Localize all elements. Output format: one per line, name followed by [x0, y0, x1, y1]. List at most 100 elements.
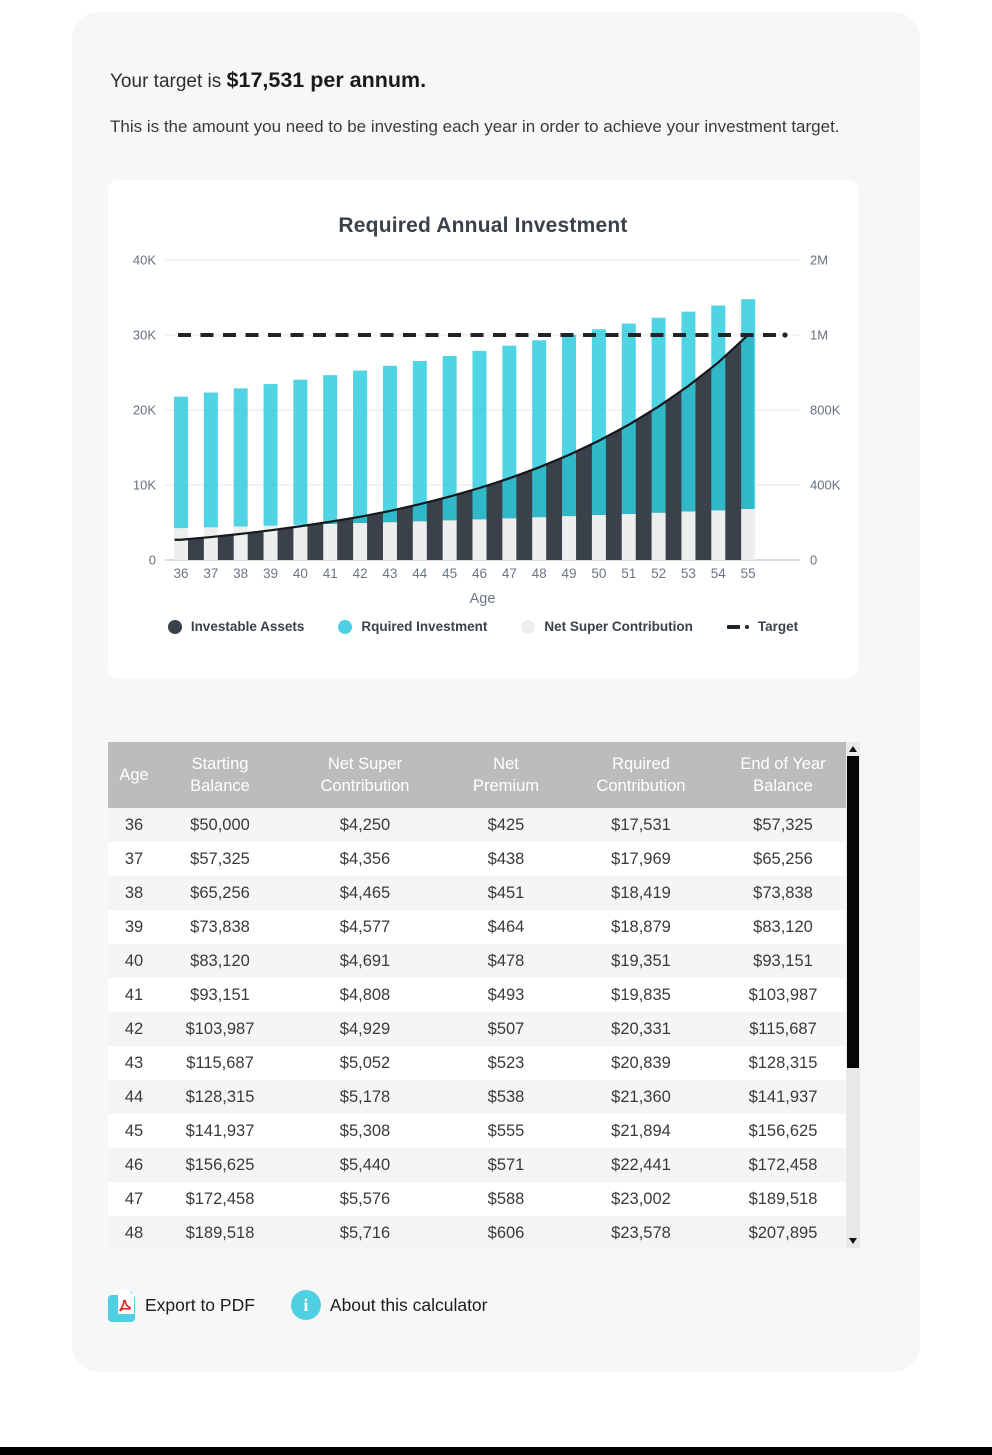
required-investment-bar	[741, 299, 756, 509]
x-axis-tick: 52	[651, 566, 666, 581]
table-cell: $18,419	[611, 883, 671, 902]
table-row: 40 $83,120 $4,691 $478 $19,351 $93,151	[108, 944, 846, 978]
scrollbar-up-arrow-icon[interactable]	[849, 746, 857, 752]
right-axis-tick: 1M	[810, 328, 828, 343]
investable-assets-area	[174, 335, 754, 560]
table-cell: $438	[487, 849, 525, 868]
required-investment-bar	[651, 317, 666, 513]
table-row: 48 $189,518 $5,716 $606 $23,578 $207,895	[108, 1216, 846, 1248]
table-header-cell: Starting Balance	[160, 742, 280, 808]
table-row: 43 $115,687 $5,052 $523 $20,839 $128,315	[108, 1046, 846, 1080]
table-cell: $5,440	[339, 1155, 391, 1174]
table-cell: $17,531	[611, 815, 671, 834]
required-annual-investment-chart: 40K 30K 20K 10K 0 2M 1M 800K 400K 0 36 37 38 39 40 41 42…	[133, 253, 841, 608]
table-cell: $4,577	[339, 917, 391, 936]
required-investment-bar	[472, 350, 487, 520]
table-cell: $5,716	[339, 1223, 391, 1242]
scrollbar-down-arrow-icon[interactable]	[849, 1238, 857, 1244]
legend-label: Rquired Investment	[361, 619, 488, 634]
net-super-contribution-bar	[442, 520, 457, 560]
table-cell: $103,987	[185, 1019, 255, 1038]
table-cell: $128,315	[748, 1053, 818, 1072]
table-cell: $493	[487, 985, 525, 1004]
table-cell: $65,256	[753, 849, 813, 868]
table-cell: $93,151	[753, 951, 813, 970]
x-axis-tick: 46	[472, 566, 487, 581]
table-cell: $128,315	[185, 1087, 255, 1106]
left-axis-tick: 30K	[133, 328, 156, 343]
table-cell: $103,987	[748, 985, 818, 1004]
left-axis-tick: 10K	[133, 478, 156, 493]
table-cell: $172,458	[185, 1189, 255, 1208]
legend-label: Investable Assets	[190, 619, 305, 634]
right-axis-tick: 800K	[810, 403, 841, 418]
table-row: 36 $50,000 $4,250 $425 $17,531 $57,325	[108, 808, 846, 842]
table-cell: $523	[487, 1053, 525, 1072]
table-cell: $4,691	[339, 951, 391, 970]
table-cell: $4,250	[339, 815, 391, 834]
chart-legend: Investable Assets Rquired Investment Net…	[108, 619, 858, 634]
table-cell: $23,578	[611, 1223, 671, 1242]
table-cell: $73,838	[190, 917, 250, 936]
required-investment-bar	[323, 375, 338, 524]
projection-table-container: Age Starting Balance Net Super Contribution N…	[108, 742, 860, 1248]
required-investment-bar	[442, 355, 457, 521]
table-header-row: Age Starting Balance Net Super Contribution N…	[108, 742, 846, 808]
required-investment-bar	[382, 365, 397, 523]
table-cell: $22,441	[611, 1155, 671, 1174]
table-header-cell: Net Super Contribution	[280, 742, 450, 808]
net-super-contribution-bar	[621, 513, 636, 560]
x-axis-tick: 38	[233, 566, 248, 581]
right-axis-tick: 400K	[810, 478, 841, 493]
table-cell: $18,879	[611, 917, 671, 936]
required-investment-dot-icon	[338, 619, 353, 634]
x-axis-title: Age	[470, 591, 496, 607]
table-cell: $606	[487, 1223, 525, 1242]
table-cell: $4,465	[339, 883, 391, 902]
table-cell: $478	[487, 951, 525, 970]
table-header-cell: End of Year Balance	[720, 742, 846, 808]
table-cell: $5,308	[339, 1121, 391, 1140]
net-super-contribution-bar	[472, 519, 487, 560]
x-axis-tick: 55	[741, 566, 756, 581]
footer-actions: Export to PDF i About this calculator	[108, 1288, 488, 1322]
x-axis-tick: 39	[263, 566, 278, 581]
table-cell: $538	[487, 1087, 525, 1106]
x-axis-tick: 47	[502, 566, 517, 581]
table-cell: $5,576	[339, 1189, 391, 1208]
pdf-icon	[108, 1290, 135, 1322]
x-axis-tick: 36	[173, 566, 188, 581]
table-cell: $4,929	[339, 1019, 391, 1038]
table-cell: $207,895	[748, 1223, 818, 1242]
table-cell: 45	[124, 1121, 144, 1140]
x-axis-tick: 53	[681, 566, 696, 581]
table-cell: $189,518	[748, 1189, 818, 1208]
table-header-cell: Net Premium	[450, 742, 562, 808]
table-cell: 36	[124, 815, 144, 834]
x-axis-tick: 43	[382, 566, 397, 581]
table-cell: 40	[124, 951, 144, 970]
table-cell: $65,256	[190, 883, 250, 902]
table-cell: $21,894	[611, 1121, 671, 1140]
table-row: 38 $65,256 $4,465 $451 $18,419 $73,838	[108, 876, 846, 910]
net-super-contribution-bar	[382, 522, 397, 560]
required-investment-bar	[532, 340, 547, 518]
net-super-contribution-bar	[233, 526, 248, 560]
right-axis-tick: 0	[810, 553, 817, 568]
table-cell: 39	[124, 917, 144, 936]
x-axis-tick: 51	[621, 566, 636, 581]
table-cell: 47	[124, 1189, 144, 1208]
scrollbar-thumb[interactable]	[847, 756, 859, 1068]
table-cell: $83,120	[753, 917, 813, 936]
legend-item-required-investment: Rquired Investment	[338, 619, 487, 634]
export-pdf-button[interactable]: Export to PDF	[108, 1288, 255, 1322]
table-cell: 46	[124, 1155, 144, 1174]
bottom-edge-bar	[0, 1447, 992, 1455]
table-cell: $20,331	[611, 1019, 671, 1038]
table-cell: $83,120	[190, 951, 250, 970]
net-super-contribution-bar	[741, 508, 756, 560]
about-calculator-button[interactable]: i About this calculator	[290, 1290, 488, 1320]
target-heading-prefix: Your target is	[110, 71, 227, 92]
table-scrollbar[interactable]	[846, 742, 860, 1248]
left-axis-tick: 0	[149, 553, 156, 568]
